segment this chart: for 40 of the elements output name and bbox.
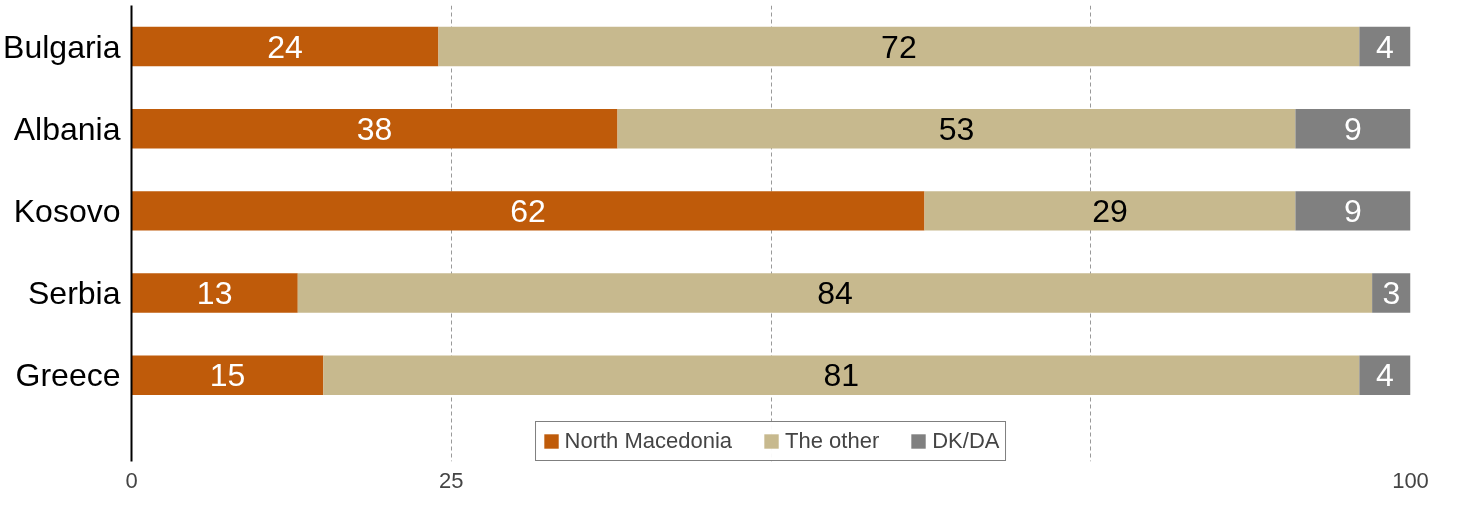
data-label: 53	[938, 110, 975, 147]
data-label: 84	[817, 275, 853, 312]
bar	[131, 191, 925, 231]
data-label: 81	[823, 357, 860, 394]
data-label: 38	[356, 110, 393, 147]
y-tick-label: Kosovo	[13, 192, 121, 229]
data-label: 29	[1092, 192, 1128, 229]
bar	[617, 109, 1296, 149]
legend-label: North Macedonia	[564, 428, 733, 454]
data-label: 3	[1382, 275, 1401, 312]
bar	[131, 109, 618, 149]
data-label: 9	[1344, 110, 1362, 147]
y-tick-label: Greece	[15, 357, 121, 394]
x-tick-label: 25	[439, 467, 464, 493]
bar	[1295, 191, 1411, 231]
bar	[131, 273, 298, 313]
y-tick-label: Albania	[13, 110, 121, 147]
legend-label: The other	[785, 428, 880, 454]
bar	[323, 355, 1360, 395]
data-label: 4	[1376, 28, 1394, 65]
bar	[131, 355, 324, 395]
data-label: 15	[209, 357, 246, 394]
data-label: 9	[1344, 192, 1362, 229]
bar	[1359, 355, 1411, 395]
bar	[297, 273, 1373, 313]
x-tick-label: 0	[125, 467, 138, 493]
data-label: 72	[881, 28, 917, 65]
bar	[1295, 109, 1411, 149]
bar	[131, 26, 439, 67]
legend-label: DK/DA	[932, 428, 1000, 454]
data-label: 13	[196, 275, 233, 312]
x-tick-label: 100	[1392, 467, 1429, 493]
bar	[438, 26, 1360, 67]
data-label: 62	[510, 192, 546, 229]
bar	[924, 191, 1296, 231]
bar	[1359, 26, 1411, 67]
data-label: 24	[267, 28, 303, 65]
y-tick-label: Bulgaria	[3, 28, 121, 65]
data-label: 4	[1376, 357, 1394, 394]
y-tick-label: Serbia	[28, 275, 121, 312]
